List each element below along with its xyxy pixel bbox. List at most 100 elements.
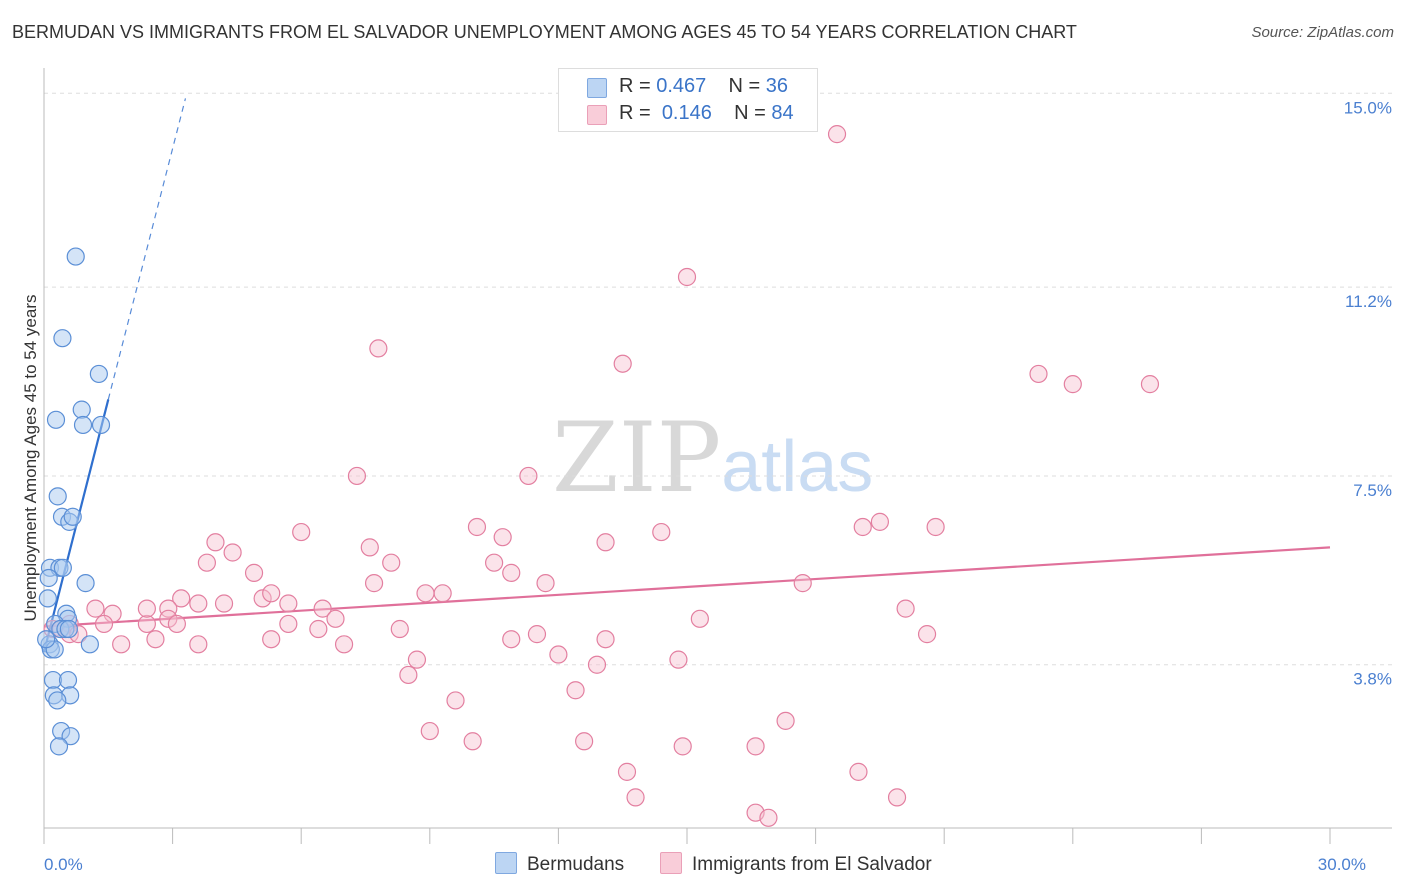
watermark-atlas: atlas <box>721 427 874 507</box>
data-point-bermudans <box>48 691 67 710</box>
chart-title: BERMUDAN VS IMMIGRANTS FROM EL SALVADOR … <box>12 22 1077 42</box>
y-tick-label: 11.2% <box>1345 292 1392 311</box>
data-point-bermudans <box>89 364 108 384</box>
data-point-el-salvador <box>309 619 328 639</box>
data-point-bermudans <box>39 568 58 588</box>
data-point-el-salvador <box>917 625 937 644</box>
data-point-el-salvador <box>347 466 367 486</box>
data-point-el-salvador <box>223 543 242 562</box>
data-point-el-salvador <box>673 737 692 756</box>
data-point-el-salvador <box>112 635 131 654</box>
legend-swatch-blue <box>587 78 607 98</box>
data-point-el-salvador <box>326 609 345 628</box>
data-point-el-salvador <box>926 517 945 537</box>
data-point-el-salvador <box>360 538 379 557</box>
data-point-el-salvador <box>137 614 156 634</box>
data-point-bermudans <box>46 410 66 429</box>
data-point-el-salvador <box>86 599 105 618</box>
data-point-el-salvador <box>206 533 225 552</box>
data-point-el-salvador <box>502 630 521 649</box>
watermark-zip: ZIP <box>552 402 722 514</box>
data-point-el-salvador <box>549 645 568 664</box>
legend-n-value: 84 <box>771 102 794 124</box>
tick-labels: 3.8% 7.5% 11.2% 15.0% 0.0% 30.0% <box>44 98 1392 874</box>
legend-n-label: N = <box>734 102 766 124</box>
data-point-bermudans <box>49 737 69 756</box>
data-point-bermudans <box>73 415 93 435</box>
data-point-el-salvador <box>1140 375 1160 394</box>
data-point-el-salvador <box>189 594 208 613</box>
data-point-el-salvador <box>827 125 847 144</box>
data-point-el-salvador <box>279 614 298 634</box>
trend-line-bermudans-extension <box>107 98 187 400</box>
data-point-bermudans <box>53 558 72 577</box>
y-tick-label: 7.5% <box>1353 481 1392 500</box>
data-point-el-salvador <box>853 517 872 537</box>
data-point-el-salvador <box>253 589 272 608</box>
x-tick-label: 0.0% <box>44 855 83 874</box>
data-point-el-salvador <box>776 711 795 730</box>
data-point-el-salvador <box>416 584 435 603</box>
data-point-el-salvador <box>596 533 615 552</box>
data-point-el-salvador <box>746 737 765 756</box>
legend-r-value: 0.146 <box>661 102 712 124</box>
data-point-el-salvador <box>433 584 452 603</box>
data-point-el-salvador <box>390 619 409 639</box>
data-point-bermudans <box>76 574 95 593</box>
legend-r-label: R = <box>619 102 651 124</box>
data-point-el-salvador <box>493 528 512 547</box>
data-point-bermudans <box>72 400 91 419</box>
source-credit: Source: ZipAtlas.com <box>1251 24 1394 41</box>
axes <box>43 68 1392 844</box>
data-point-el-salvador <box>502 563 521 582</box>
data-point-el-salvador <box>669 650 688 669</box>
data-point-el-salvador <box>313 599 332 618</box>
data-point-el-salvador <box>1063 375 1082 394</box>
data-point-el-salvador <box>262 584 281 603</box>
data-point-bermudans <box>91 415 111 435</box>
data-point-el-salvador <box>793 574 812 593</box>
data-point-bermudans <box>53 329 72 348</box>
data-point-el-salvador <box>446 691 465 710</box>
data-point-el-salvador <box>467 517 487 537</box>
data-point-el-salvador <box>420 721 439 741</box>
trend-lines <box>42 98 1331 653</box>
data-point-el-salvador <box>244 563 264 582</box>
y-tick-label: 3.8% <box>1353 670 1392 689</box>
data-point-el-salvador <box>364 574 384 593</box>
data-point-el-salvador <box>334 635 354 654</box>
grid-lines <box>44 92 1392 666</box>
data-point-el-salvador <box>536 574 555 593</box>
data-point-bermudans <box>80 635 99 654</box>
correlation-legend: R = 0.467 N = 36 R = 0.146 N = 84 <box>558 68 818 132</box>
bottom-legend-el-salvador: Immigrants from El Salvador <box>660 852 932 876</box>
data-point-el-salvador <box>575 732 594 751</box>
y-axis-label: Unemployment Among Ages 45 to 54 years <box>21 295 40 622</box>
trend-line-el-salvador <box>43 546 1331 628</box>
data-point-el-salvador <box>382 553 401 572</box>
data-point-bermudans <box>59 619 78 639</box>
legend-n-value: 36 <box>765 75 789 97</box>
data-point-el-salvador <box>870 512 890 531</box>
data-point-el-salvador <box>369 339 388 358</box>
data-point-el-salvador <box>94 614 114 634</box>
data-point-el-salvador <box>626 788 645 807</box>
data-point-el-salvador <box>399 665 418 685</box>
legend-swatch-pink <box>587 105 607 125</box>
bottom-legend-swatch-blue <box>495 852 517 874</box>
data-point-bermudans <box>38 589 57 608</box>
data-point-el-salvador <box>887 788 907 807</box>
data-point-el-salvador <box>159 599 178 618</box>
x-tick-label: 30.0% <box>1318 855 1366 874</box>
legend-r-label: R = <box>619 75 651 97</box>
data-point-el-salvador <box>566 681 585 700</box>
data-point-el-salvador <box>262 630 281 649</box>
data-point-el-salvador <box>172 589 191 608</box>
data-point-el-salvador <box>146 630 165 649</box>
y-tick-label: 15.0% <box>1344 98 1392 117</box>
data-point-bermudans <box>58 670 78 690</box>
data-point-el-salvador <box>279 594 298 613</box>
data-point-el-salvador <box>849 762 868 781</box>
data-point-el-salvador <box>759 808 778 827</box>
